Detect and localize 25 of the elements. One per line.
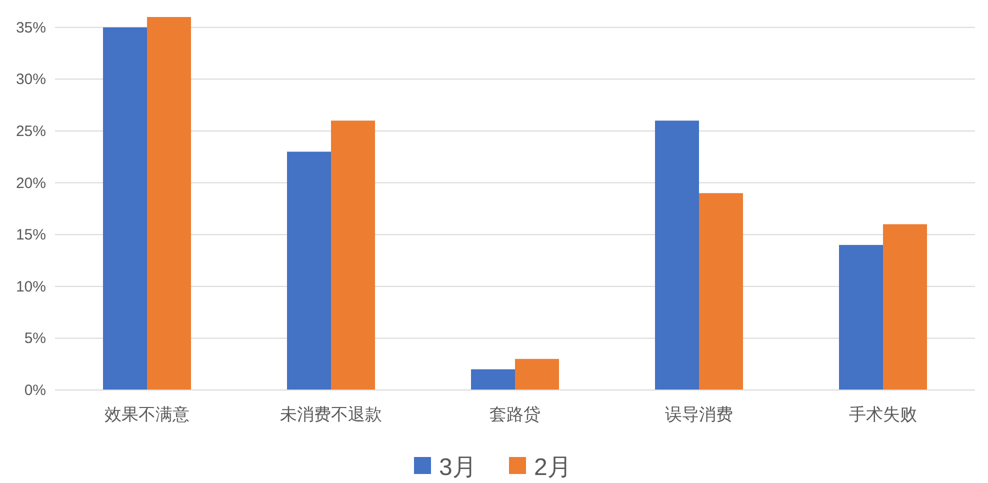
y-tick-label: 10% <box>16 278 46 296</box>
x-tick-label: 未消费不退款 <box>280 405 382 424</box>
y-tick-label: 25% <box>16 122 46 140</box>
bar <box>103 27 147 390</box>
bar <box>839 244 883 390</box>
bar <box>699 193 743 390</box>
y-tick-label: 0% <box>24 382 46 399</box>
bar <box>331 120 375 390</box>
x-tick-label: 手术失败 <box>849 405 917 424</box>
y-tick-label: 20% <box>16 174 46 192</box>
bar <box>883 224 927 390</box>
bar <box>515 358 559 390</box>
bar <box>471 369 515 390</box>
x-tick-label: 套路贷 <box>490 405 540 424</box>
x-tick-label: 效果不满意 <box>104 405 190 424</box>
bar <box>655 120 699 390</box>
legend-label: 3月 <box>439 454 476 481</box>
y-tick-label: 30% <box>16 71 46 88</box>
y-tick-label: 35% <box>16 19 46 36</box>
x-tick-label: 误导消费 <box>665 405 733 424</box>
legend-label: 2月 <box>534 454 572 481</box>
bar <box>147 17 191 390</box>
bar <box>287 152 331 390</box>
y-tick-label: 15% <box>16 226 46 244</box>
y-tick-label: 5% <box>24 330 46 348</box>
